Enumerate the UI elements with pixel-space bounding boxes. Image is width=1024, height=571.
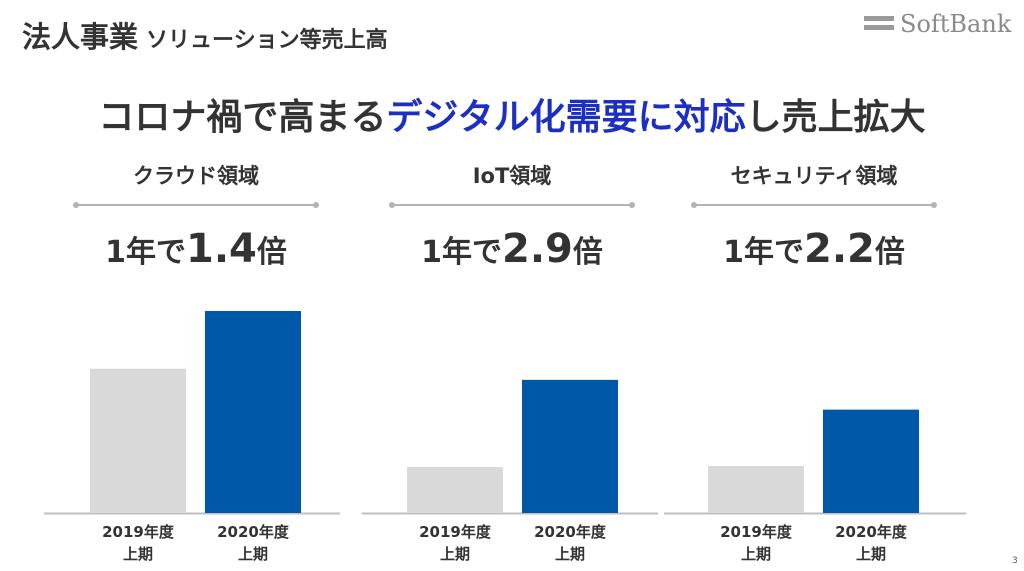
growth-suffix: 倍 bbox=[256, 235, 287, 270]
tick-label: 2019年度 bbox=[419, 523, 492, 541]
panel-title: セキュリティ領域 bbox=[730, 164, 898, 188]
panel-divider bbox=[389, 202, 635, 208]
bar bbox=[90, 368, 186, 513]
logo-text: SoftBank bbox=[900, 10, 1012, 38]
bar bbox=[407, 467, 503, 513]
tick-label: 上期 bbox=[238, 545, 268, 563]
tick-label: 2019年度 bbox=[720, 523, 793, 541]
panel-title: クラウド領域 bbox=[133, 164, 259, 188]
panel-divider bbox=[691, 202, 937, 208]
panel-title: IoT領域 bbox=[472, 164, 552, 188]
tick-label: 2020年度 bbox=[534, 523, 607, 541]
growth-suffix: 倍 bbox=[572, 235, 603, 270]
tick-label: 上期 bbox=[440, 545, 470, 563]
page-title-sub: ソリューション等売上高 bbox=[146, 28, 388, 53]
bar bbox=[522, 379, 618, 513]
page-number: 3 bbox=[1012, 556, 1018, 566]
panel-header-iot: IoT領域 1年で2.9倍 bbox=[389, 160, 635, 272]
tick-label: 上期 bbox=[123, 545, 153, 563]
growth-multiple: 2.2 bbox=[804, 226, 875, 272]
panel-header-cloud: クラウド領域 1年で1.4倍 bbox=[73, 160, 319, 272]
growth-callout: 1年で2.2倍 bbox=[694, 226, 934, 272]
headline-highlight: デジタル化需要に対応 bbox=[386, 97, 746, 138]
tick-label: 2020年度 bbox=[217, 523, 290, 541]
tick-label: 2020年度 bbox=[835, 523, 908, 541]
growth-multiple: 2.9 bbox=[502, 226, 573, 272]
headline-part-3: し売上拡大 bbox=[745, 97, 926, 138]
tick-label: 上期 bbox=[741, 545, 771, 563]
growth-prefix: 1年で bbox=[723, 235, 804, 270]
panel-divider bbox=[73, 202, 319, 208]
page-title-main: 法人事業 bbox=[22, 20, 139, 54]
headline: コロナ禍で高まるデジタル化需要に対応し売上拡大 bbox=[0, 88, 1024, 140]
growth-prefix: 1年で bbox=[105, 235, 186, 270]
growth-callout: 1年で1.4倍 bbox=[76, 226, 316, 272]
page-title: 法人事業 ソリューション等売上高 bbox=[22, 14, 388, 56]
tick-label: 上期 bbox=[555, 545, 585, 563]
tick-label: 2019年度 bbox=[102, 523, 175, 541]
headline-part-1: コロナ禍で高まる bbox=[98, 97, 387, 138]
growth-prefix: 1年で bbox=[421, 235, 502, 270]
bar bbox=[708, 466, 804, 513]
growth-multiple: 1.4 bbox=[186, 226, 257, 272]
bar bbox=[823, 409, 919, 513]
bar bbox=[205, 311, 301, 513]
tick-label: 上期 bbox=[856, 545, 886, 563]
logo-bars-icon bbox=[864, 16, 894, 34]
panel-header-security: セキュリティ領域 1年で2.2倍 bbox=[691, 160, 937, 272]
growth-suffix: 倍 bbox=[874, 235, 905, 270]
growth-callout: 1年で2.9倍 bbox=[392, 226, 632, 272]
